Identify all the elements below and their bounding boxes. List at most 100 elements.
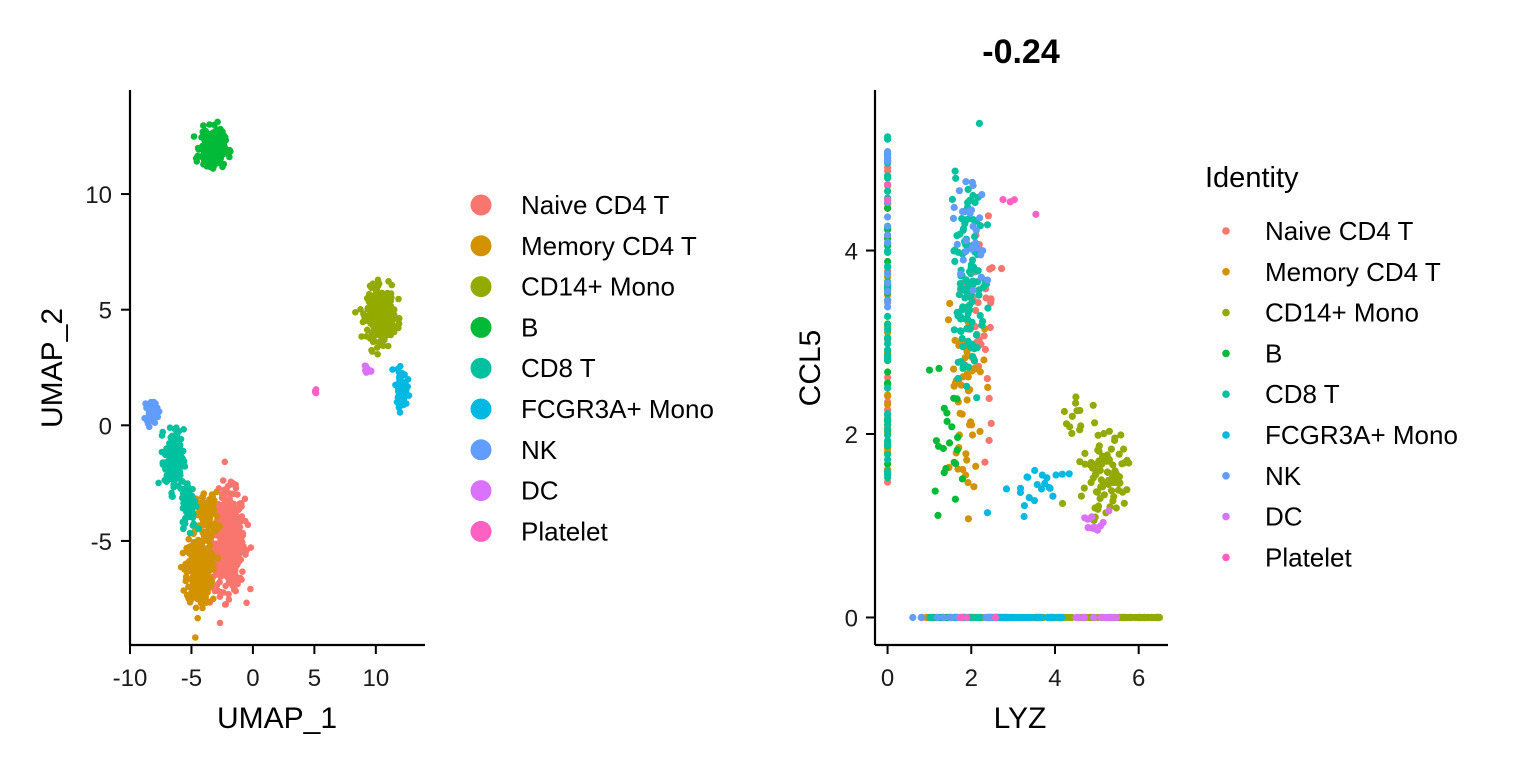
umap-legend-key-memory-cd4-t — [470, 235, 492, 257]
umap-point-cd8-t — [173, 467, 180, 475]
umap-point-cd8-t — [186, 529, 194, 537]
scatter-point-b — [958, 475, 967, 483]
umap-legend-key-platelet — [470, 520, 492, 542]
scatter-point-cd8-t — [957, 284, 965, 292]
scatter-point-memory-cd4-t — [962, 450, 970, 458]
scatter-point-naive-cd4-t — [987, 419, 995, 427]
scatter-point-cd8-t — [968, 318, 976, 326]
umap-point-cd8-t — [167, 461, 174, 469]
scatter-point-b — [935, 364, 943, 372]
identity-legend-key-platelet — [1222, 553, 1230, 562]
scatter-point-naive-cd4-t — [998, 265, 1006, 273]
scatter-point-cd8-t — [969, 277, 977, 285]
scatter-point-nk — [884, 157, 892, 165]
scatter-point-cd14plus-mono — [1112, 470, 1120, 478]
scatter-point-fcgr3aplus-mono — [1055, 613, 1063, 622]
scatter-point-cd14plus-mono — [1120, 613, 1128, 622]
umap-point-memory-cd4-t — [192, 564, 199, 572]
scatter-point-platelet — [956, 613, 964, 622]
umap-point-naive-cd4-t — [225, 590, 232, 598]
scatter-point-cd14plus-mono — [1076, 458, 1084, 466]
umap-point-b — [206, 141, 214, 148]
scatter-point-cd14plus-mono — [1095, 467, 1103, 475]
umap-legend-label-naive-cd4-t: Naive CD4 T — [521, 190, 669, 220]
scatter-point-b — [951, 495, 960, 503]
scatter-x-ticks: 0 2 4 6 — [881, 645, 1145, 692]
scatter-point-fcgr3aplus-mono — [1016, 484, 1025, 492]
umap-point-cd14plus-mono — [385, 308, 392, 316]
scatter-point-b — [884, 368, 892, 376]
umap-point-memory-cd4-t — [192, 634, 199, 641]
scatter-point-nk — [976, 214, 984, 222]
umap-point-naive-cd4-t — [225, 596, 233, 603]
identity-legend-key-b — [1222, 349, 1230, 358]
scatter-point-cd14plus-mono — [1109, 497, 1117, 505]
scatter-point-cd14plus-mono — [1094, 505, 1102, 513]
scatter-point-cd8-t — [976, 312, 984, 320]
scatter-points — [884, 119, 1164, 622]
umap-point-cd8-t — [186, 511, 193, 518]
scatter-point-nk — [957, 270, 965, 278]
scatter-point-cd14plus-mono — [1097, 476, 1105, 484]
scatter-point-cd14plus-mono — [1117, 431, 1125, 439]
umap-point-cd8-t — [173, 424, 180, 432]
scatter-point-cd8-t — [884, 421, 892, 429]
umap-point-memory-cd4-t — [203, 529, 210, 537]
umap-point-cd14plus-mono — [359, 318, 367, 326]
scatter-point-cd14plus-mono — [1089, 460, 1097, 468]
scatter-point-memory-cd4-t — [963, 456, 971, 464]
umap-point-naive-cd4-t — [219, 507, 227, 515]
umap-point-memory-cd4-t — [194, 614, 201, 622]
umap-point-naive-cd4-t — [247, 544, 255, 551]
umap-y-tick-label: 5 — [99, 298, 112, 325]
scatter-point-cd14plus-mono — [1125, 613, 1133, 622]
scatter-point-cd8-t — [969, 216, 977, 224]
umap-point-b — [216, 152, 224, 159]
scatter-point-dc — [1081, 514, 1089, 522]
umap-point-memory-cd4-t — [203, 556, 211, 564]
umap-point-memory-cd4-t — [201, 571, 209, 578]
umap-point-naive-cd4-t — [235, 505, 243, 513]
umap-point-naive-cd4-t — [227, 499, 234, 506]
scatter-point-nk — [884, 303, 892, 311]
scatter-point-b — [932, 437, 941, 445]
scatter-point-fcgr3aplus-mono — [1023, 473, 1031, 481]
umap-point-naive-cd4-t — [230, 536, 237, 544]
umap-point-naive-cd4-t — [228, 579, 236, 587]
scatter-point-memory-cd4-t — [970, 483, 978, 491]
umap-point-fcgr3aplus-mono — [400, 383, 408, 391]
umap-point-cd14plus-mono — [388, 324, 396, 332]
scatter-point-cd8-t — [957, 358, 965, 366]
scatter-x-tick-label: 6 — [1132, 665, 1145, 692]
scatter-point-cd14plus-mono — [1135, 613, 1143, 622]
scatter-point-dc — [1099, 518, 1107, 527]
scatter-point-b — [954, 433, 962, 441]
scatter-point-cd8-t — [884, 135, 892, 143]
scatter-point-fcgr3aplus-mono — [1030, 497, 1039, 505]
feature-scatter-panel: -0.24 0 2 4 6 0 2 4 LYZ CCL5 — [794, 33, 1168, 735]
scatter-point-nk — [955, 187, 964, 195]
umap-point-memory-cd4-t — [199, 604, 206, 612]
umap-point-memory-cd4-t — [201, 503, 208, 510]
umap-point-cd14plus-mono — [384, 342, 392, 350]
umap-point-b — [209, 151, 216, 159]
scatter-point-cd14plus-mono — [1089, 401, 1097, 409]
scatter-point-memory-cd4-t — [968, 431, 977, 439]
scatter-point-cd8-t — [884, 451, 892, 459]
scatter-point-cd8-t — [884, 248, 892, 256]
scatter-point-cd8-t — [971, 233, 979, 241]
scatter-point-cd8-t — [958, 334, 966, 343]
scatter-point-cd14plus-mono — [1072, 393, 1080, 401]
scatter-point-fcgr3aplus-mono — [1038, 471, 1046, 479]
umap-point-memory-cd4-t — [182, 577, 189, 585]
scatter-point-cd14plus-mono — [1111, 434, 1119, 442]
scatter-point-dc — [1084, 524, 1092, 532]
scatter-point-memory-cd4-t — [884, 400, 892, 408]
scatter-point-cd14plus-mono — [1091, 419, 1099, 427]
umap-point-dc — [363, 366, 370, 373]
umap-point-cd8-t — [155, 479, 162, 487]
scatter-point-fcgr3aplus-mono — [1020, 512, 1028, 521]
umap-legend-label-cd8-t: CD8 T — [521, 353, 596, 383]
scatter-point-nk — [984, 613, 992, 622]
scatter-point-cd14plus-mono — [1072, 399, 1080, 407]
